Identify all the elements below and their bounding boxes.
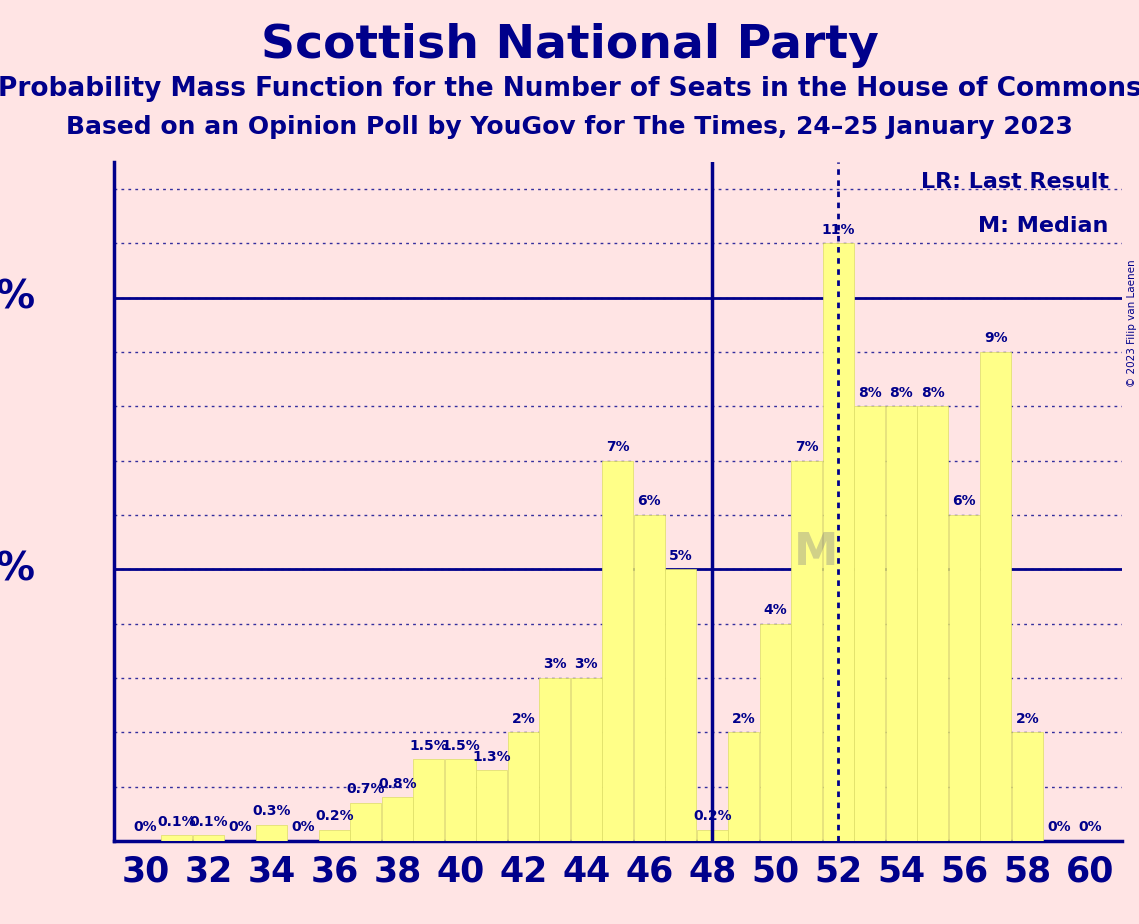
- Text: 7%: 7%: [795, 440, 819, 454]
- Bar: [792, 460, 822, 841]
- Text: 2%: 2%: [511, 711, 535, 725]
- Bar: [319, 830, 350, 841]
- Bar: [949, 515, 980, 841]
- Bar: [981, 352, 1011, 841]
- Text: 0.7%: 0.7%: [346, 783, 385, 796]
- Bar: [729, 732, 760, 841]
- Text: 4%: 4%: [763, 603, 787, 617]
- Bar: [508, 732, 539, 841]
- Text: 0%: 0%: [133, 821, 157, 834]
- Text: 6%: 6%: [952, 494, 976, 508]
- Bar: [192, 835, 224, 841]
- Bar: [760, 624, 790, 841]
- Text: LR: Last Result: LR: Last Result: [920, 172, 1108, 192]
- Bar: [413, 760, 444, 841]
- Text: 0.2%: 0.2%: [316, 809, 354, 823]
- Text: 8%: 8%: [890, 385, 913, 400]
- Bar: [1011, 732, 1043, 841]
- Text: 0%: 0%: [228, 821, 252, 834]
- Bar: [540, 678, 571, 841]
- Bar: [665, 569, 696, 841]
- Text: 5%: 5%: [669, 549, 693, 563]
- Text: Scottish National Party: Scottish National Party: [261, 23, 878, 68]
- Text: 5%: 5%: [0, 550, 35, 589]
- Text: 9%: 9%: [984, 332, 1008, 346]
- Text: Probability Mass Function for the Number of Seats in the House of Commons: Probability Mass Function for the Number…: [0, 76, 1139, 102]
- Text: 7%: 7%: [606, 440, 630, 454]
- Text: 2%: 2%: [732, 711, 756, 725]
- Text: 0.1%: 0.1%: [157, 815, 196, 829]
- Text: 1.3%: 1.3%: [473, 749, 511, 764]
- Text: 10%: 10%: [0, 278, 35, 317]
- Text: Based on an Opinion Poll by YouGov for The Times, 24–25 January 2023: Based on an Opinion Poll by YouGov for T…: [66, 115, 1073, 139]
- Bar: [256, 824, 287, 841]
- Text: 1.5%: 1.5%: [441, 739, 480, 753]
- Text: 0.2%: 0.2%: [694, 809, 731, 823]
- Bar: [634, 515, 665, 841]
- Bar: [162, 835, 192, 841]
- Bar: [854, 407, 885, 841]
- Bar: [571, 678, 601, 841]
- Bar: [382, 797, 412, 841]
- Text: 0.8%: 0.8%: [378, 777, 417, 791]
- Text: 0.3%: 0.3%: [252, 804, 290, 818]
- Text: 1.5%: 1.5%: [410, 739, 449, 753]
- Text: M: Median: M: Median: [978, 216, 1108, 236]
- Text: 11%: 11%: [821, 223, 855, 237]
- Bar: [351, 803, 382, 841]
- Text: 8%: 8%: [858, 385, 882, 400]
- Bar: [476, 771, 507, 841]
- Text: 0%: 0%: [1079, 821, 1103, 834]
- Text: 0%: 0%: [1047, 821, 1071, 834]
- Text: 3%: 3%: [543, 657, 567, 672]
- Bar: [697, 830, 728, 841]
- Text: 3%: 3%: [574, 657, 598, 672]
- Text: M: M: [794, 531, 838, 575]
- Bar: [445, 760, 476, 841]
- Text: 8%: 8%: [921, 385, 944, 400]
- Bar: [823, 243, 854, 841]
- Text: 0.1%: 0.1%: [189, 815, 228, 829]
- Text: 2%: 2%: [1016, 711, 1039, 725]
- Text: 0%: 0%: [292, 821, 314, 834]
- Bar: [918, 407, 949, 841]
- Bar: [886, 407, 917, 841]
- Bar: [603, 460, 633, 841]
- Text: © 2023 Filip van Laenen: © 2023 Filip van Laenen: [1126, 260, 1137, 387]
- Text: 6%: 6%: [638, 494, 662, 508]
